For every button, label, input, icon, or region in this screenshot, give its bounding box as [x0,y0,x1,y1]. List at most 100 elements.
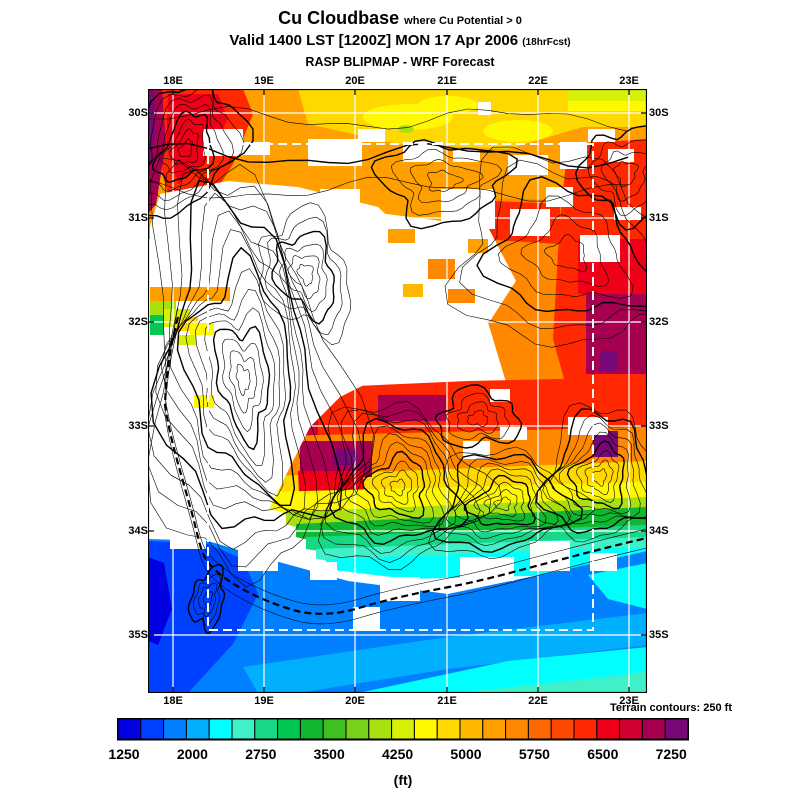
map-svg [147,88,648,694]
contour-ring [445,462,559,539]
colorbar-cell [117,718,142,740]
lat-label-right: 31S [649,212,669,224]
contour-ring [296,263,314,287]
contour-ring [148,104,224,192]
lon-label-bottom: 18E [163,695,183,707]
contour-ring [520,214,610,287]
title-qualifier: where Cu Potential > 0 [404,15,522,27]
contour-ring [427,169,464,192]
colorbar-cell [641,718,666,740]
colorbar-svg [117,718,689,741]
contour-ring [155,192,332,520]
contour-ring [150,179,344,530]
contour-ring [463,474,537,526]
contour-ring [550,422,641,518]
page-title-line: Cu Cloudbase where Cu Potential > 0 [0,8,800,29]
contour-ring [493,496,511,512]
colorbar-cell [140,718,165,740]
contour-ring [574,125,647,231]
colorbar-cell [482,718,507,740]
colorbar-cell [254,718,279,740]
lon-label-top: 18E [163,75,183,87]
contour-ring [177,138,193,157]
contour-ring [222,338,264,433]
colorbar-unit: (ft) [393,772,413,788]
contour-ring [185,268,286,497]
colorbar-cell [322,718,347,740]
contour-ring [148,159,367,568]
contour-ring [432,453,584,553]
contour-ring [257,202,352,346]
colorbar-cell [573,718,598,740]
forecast-tag: (18hrFcst) [522,37,571,48]
valid-time: Valid 1400 LST [1200Z] MON 17 Apr 2006 [229,32,519,49]
lon-label-bottom: 19E [254,695,274,707]
colorbar-tick-label: 5750 [518,746,550,762]
inner-domain-box [207,143,594,631]
colorbar-tick-label: 7250 [655,746,687,762]
colorbar-tick-label: 2000 [176,746,208,762]
lat-label-right: 32S [649,316,669,328]
lon-label-top: 21E [437,75,457,87]
lon-label-bottom: 21E [437,695,457,707]
contour-ring [353,441,435,524]
contour-ring [176,246,296,506]
contour-ring [235,363,251,396]
contour-ring [160,119,206,174]
contour-ring [148,169,355,550]
contour-ring [600,150,647,202]
contour-ring [588,139,647,216]
colorbar-cell [436,718,461,740]
contour-ring [287,255,321,300]
contour-ring [370,139,518,230]
contour-ring [543,234,588,272]
colorbar-tick-label: 2750 [245,746,277,762]
colorbar-cell [619,718,643,740]
contour-ring [148,89,254,220]
contour-line [148,106,629,132]
colorbar-cell [185,718,210,740]
colorbar-cell [664,718,689,740]
contour-ring [271,230,335,325]
colorbar-cell [299,718,324,740]
colorbar-cell [231,718,256,740]
lon-label-bottom: 23E [619,695,639,707]
contour-ring [318,401,503,571]
colorbar-border [117,718,689,741]
lat-label-left: 30S [128,107,148,119]
terrain-contours [148,89,647,635]
contour-ring [613,161,639,188]
contour-ring [192,573,221,627]
colorbar-cell [459,718,484,740]
lat-label-left: 31S [128,212,148,224]
contour-ring [456,401,499,434]
lon-label-bottom: 20E [345,695,365,707]
colorbar-tick-label: 3500 [313,746,345,762]
lat-label-left: 35S [128,629,148,641]
contour-ring [168,128,199,165]
contour-ring [371,460,419,513]
contour-ring [535,408,647,535]
contour-ring [389,478,406,497]
contour-ring [187,563,226,635]
colorbar-cell [596,718,621,740]
colorbar-tick-label: 1250 [108,746,140,762]
coast-contour [164,307,647,606]
contour-ring [198,583,218,618]
colorbar-cell [208,718,233,740]
lat-label-left: 33S [128,420,148,432]
colorbar-cell [345,718,370,740]
contour-ring [279,243,328,313]
contour-ring [428,446,596,560]
coastline [163,316,647,615]
colorbar-cell [391,718,415,740]
contour-ring [345,433,446,528]
contour-ring [559,431,632,515]
contour-ring [204,307,276,466]
page-title: Cu Cloudbase [278,8,400,28]
contour-ring [542,414,647,525]
contour-ring [584,459,614,496]
contour-ring [228,350,258,414]
lon-label-bottom: 22E [528,695,548,707]
